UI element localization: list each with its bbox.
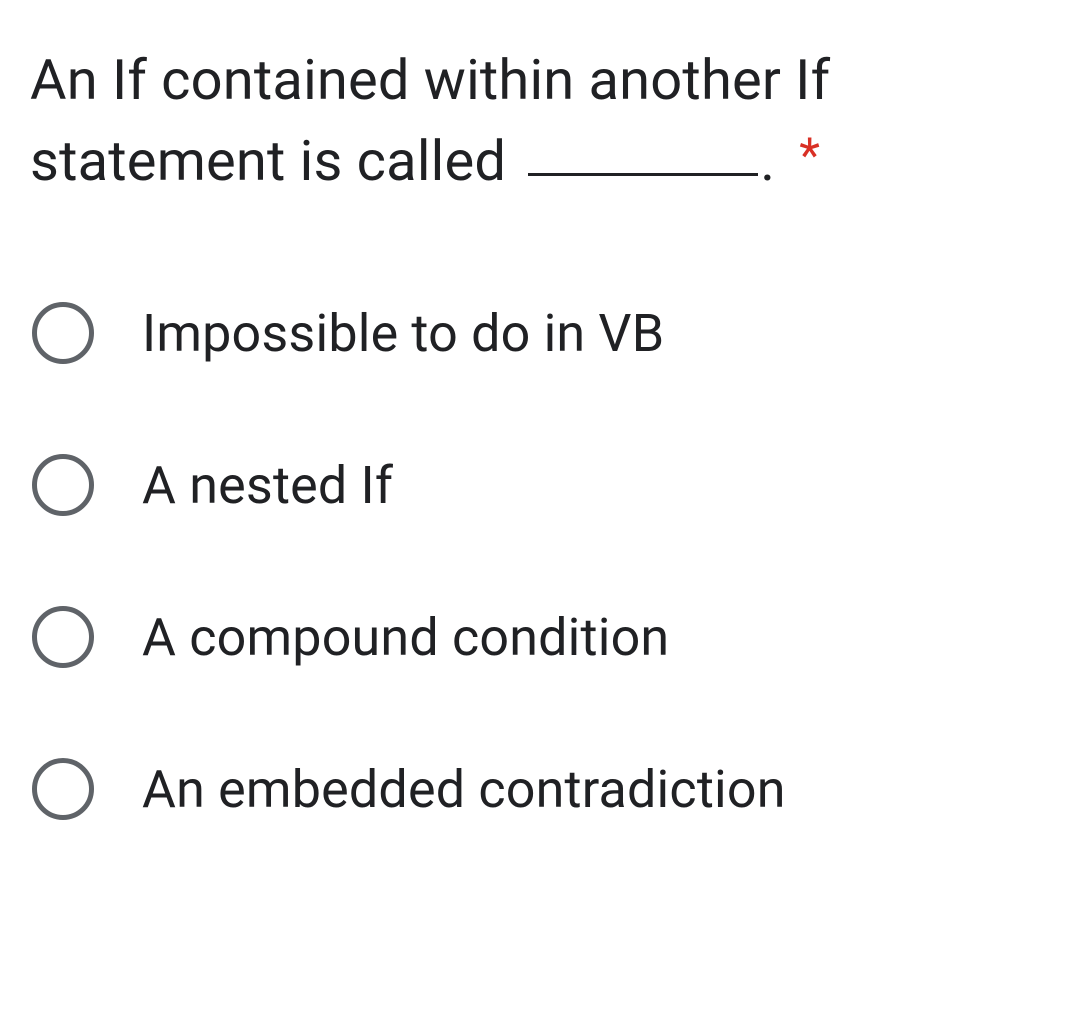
question-text-after: . [760, 128, 775, 194]
radio-option[interactable]: Impossible to do in VB [32, 302, 1050, 364]
option-label: An embedded contradiction [142, 759, 786, 820]
radio-circle-icon[interactable] [32, 758, 94, 820]
radio-circle-icon[interactable] [32, 302, 94, 364]
radio-option[interactable]: An embedded contradiction [32, 758, 1050, 820]
option-label: A nested If [142, 455, 393, 516]
option-label: A compound condition [142, 607, 669, 668]
radio-circle-icon[interactable] [32, 606, 94, 668]
question-container: An If contained within another If statem… [30, 40, 1050, 820]
fill-in-blank [528, 173, 758, 176]
required-asterisk-icon: * [799, 127, 820, 184]
radio-circle-icon[interactable] [32, 454, 94, 516]
options-container: Impossible to do in VB A nested If A com… [30, 302, 1050, 820]
radio-option[interactable]: A compound condition [32, 606, 1050, 668]
option-label: Impossible to do in VB [142, 303, 664, 364]
question-text: An If contained within another If statem… [30, 40, 1050, 202]
question-text-before: An If contained within another If statem… [30, 47, 830, 194]
radio-option[interactable]: A nested If [32, 454, 1050, 516]
